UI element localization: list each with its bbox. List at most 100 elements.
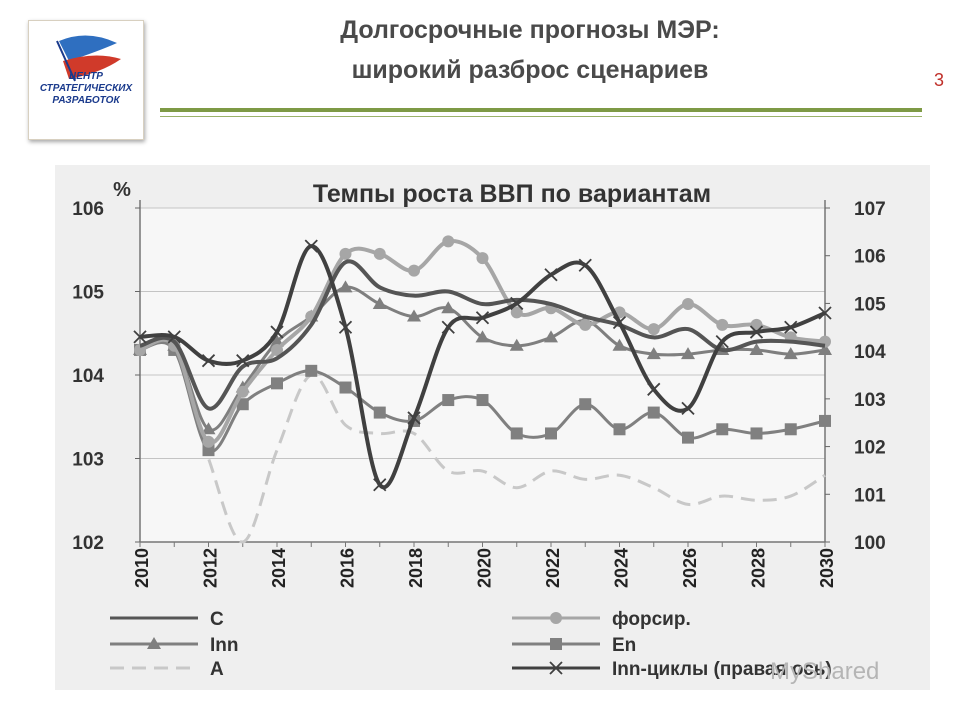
series-2-point <box>682 298 694 311</box>
y-tick-label: 103 <box>72 450 104 471</box>
series-4-point <box>682 431 694 444</box>
series-4-point <box>339 381 352 394</box>
watermark: MyShared <box>770 658 880 685</box>
series-6-point <box>647 382 661 396</box>
series-4-point <box>819 414 831 427</box>
series-3-point <box>270 334 284 347</box>
x-tick-label: 2028 <box>749 548 769 588</box>
logo-line-3: РАЗРАБОТОК <box>52 95 120 106</box>
series-6-point <box>236 354 250 368</box>
series-2-point <box>408 264 420 277</box>
legend-label: Inn <box>210 635 239 656</box>
series-4-point <box>784 423 797 436</box>
series-3-point <box>646 347 661 360</box>
series-3-point <box>818 342 832 355</box>
series-2-point <box>271 343 283 356</box>
series-6-point <box>544 268 558 282</box>
legend-label: En <box>612 635 636 656</box>
y-axis-unit: % <box>113 179 131 201</box>
chart-title: Темпы роста ВВП по вариантам <box>313 180 711 208</box>
logo-flag-graphic <box>56 35 121 82</box>
series-6-point <box>784 320 798 334</box>
y2-tick-label: 105 <box>854 294 886 315</box>
series-4-point <box>750 427 763 440</box>
y-tick-label: 106 <box>72 199 104 220</box>
series-4-point <box>373 406 386 419</box>
series-2-point <box>716 318 729 331</box>
series-4-point <box>716 423 729 436</box>
series-3-point <box>372 297 387 310</box>
title-rule <box>160 108 922 112</box>
series-1-line <box>139 259 826 411</box>
series-3-point <box>681 347 695 360</box>
series-4-point <box>545 427 557 440</box>
x-tick-label: 2026 <box>680 548 700 588</box>
slide-title: Долгосрочные прогнозы МЭР: широкий разбр… <box>250 10 810 90</box>
legend-marker <box>147 637 161 649</box>
legend-label: C <box>210 609 224 630</box>
x-tick-label: 2030 <box>817 548 837 588</box>
series-2-point <box>442 235 455 248</box>
logo-line-1: ЦЕНТР <box>69 71 103 82</box>
series-4-point <box>305 364 318 377</box>
y2-tick-label: 102 <box>854 438 886 459</box>
series-4-point <box>202 444 215 457</box>
logo-line-2: СТРАТЕГИЧЕСКИХ <box>39 83 133 94</box>
series-4-point <box>442 394 455 407</box>
series-3-point <box>407 309 421 322</box>
series-6-point <box>338 320 353 334</box>
series-6-line <box>139 244 826 490</box>
series-4-point <box>579 398 592 411</box>
series-5-line <box>139 340 826 544</box>
x-tick-label: 2010 <box>132 548 152 588</box>
logo: ЦЕНТР СТРАТЕГИЧЕСКИХ РАЗРАБОТОК <box>28 20 144 140</box>
x-tick-label: 2020 <box>475 548 495 588</box>
series-3-point <box>441 301 456 314</box>
legend-marker <box>550 612 562 624</box>
x-tick-label: 2016 <box>338 548 358 588</box>
page-number: 3 <box>934 70 945 90</box>
series-6-point <box>578 258 592 272</box>
series-4-point <box>613 423 626 436</box>
series-4-point <box>647 406 660 419</box>
slide-title-line-2: широкий разброс сценариев <box>351 56 709 84</box>
series-6-point <box>510 296 524 311</box>
series-6-point <box>715 334 729 349</box>
series-2-point <box>510 306 523 319</box>
series-6-point <box>133 330 147 344</box>
x-tick-label: 2018 <box>406 548 426 588</box>
series-6-point <box>441 320 455 334</box>
y-tick-label: 102 <box>72 533 104 554</box>
series-6-point <box>818 306 832 320</box>
series-2-point <box>476 252 489 265</box>
series-6-point <box>681 401 695 416</box>
series-3-point <box>509 338 524 351</box>
series-2-point <box>236 385 249 398</box>
series-6-point <box>304 239 318 253</box>
y2-tick-label: 101 <box>854 485 886 506</box>
slide-title-line-1: Долгосрочные прогнозы МЭР: <box>340 16 720 44</box>
legend-label: Inn-циклы (правая ось) <box>612 659 832 680</box>
y2-tick-label: 103 <box>854 390 886 411</box>
series-6-point <box>270 325 284 339</box>
series-2-point <box>373 247 386 260</box>
series-3-point <box>612 338 627 351</box>
title-rule-thin <box>160 116 922 117</box>
series-6-point <box>201 354 216 368</box>
x-tick-label: 2024 <box>612 548 632 588</box>
series-4-point <box>236 398 249 411</box>
y2-tick-label: 104 <box>854 342 886 363</box>
legend-label: форсир. <box>612 609 691 630</box>
series-2-point <box>579 318 592 331</box>
series-4-point <box>476 394 489 407</box>
series-2-point <box>647 323 660 336</box>
series-3-point <box>544 330 558 343</box>
series-3-point <box>749 342 764 355</box>
series-4-point <box>510 427 523 440</box>
series-4-point <box>271 377 283 390</box>
legend-label: A <box>210 659 224 680</box>
series-3-point <box>338 280 353 293</box>
series-6-point <box>749 325 764 339</box>
series-2-point <box>202 435 215 448</box>
series-6-point <box>167 330 181 344</box>
